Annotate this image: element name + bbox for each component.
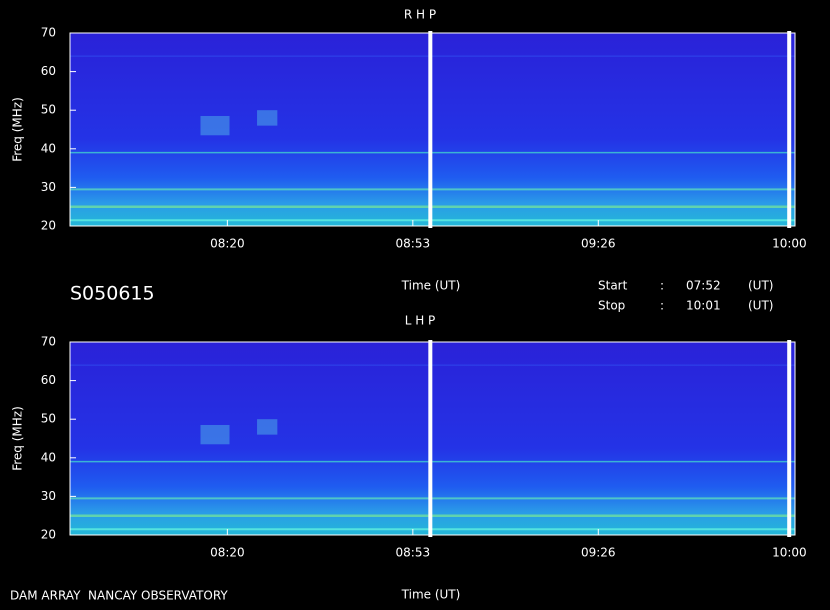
y-tick-label: 50 <box>41 412 56 426</box>
start-label: Start <box>598 279 628 293</box>
y-tick-label: 60 <box>41 373 56 387</box>
x-tick-label: 08:53 <box>396 546 431 560</box>
x-axis-label: Time (UT) <box>401 588 461 602</box>
gap <box>787 31 792 228</box>
y-tick-label: 30 <box>41 489 56 503</box>
frame <box>69 32 796 227</box>
x-tick-label: 09:26 <box>581 237 616 251</box>
burst <box>257 419 278 435</box>
y-tick-label: 40 <box>41 450 56 464</box>
burst <box>257 110 278 126</box>
y-tick-label: 70 <box>41 335 56 349</box>
y-tick-label: 30 <box>41 180 56 194</box>
y-tick-label: 70 <box>41 26 56 40</box>
panel-title: R H P <box>404 8 436 22</box>
burst <box>200 424 230 445</box>
y-tick-label: 60 <box>41 64 56 78</box>
start-sep: : <box>660 279 664 293</box>
x-tick-label: 10:00 <box>772 237 807 251</box>
y-tick-label: 40 <box>41 141 56 155</box>
spectrum <box>70 342 795 535</box>
panel-title: L H P <box>405 314 436 328</box>
gap <box>428 340 433 537</box>
x-axis-label: Time (UT) <box>401 279 461 293</box>
burst <box>200 115 230 136</box>
x-tick-label: 08:20 <box>210 546 245 560</box>
spectrum <box>70 33 795 226</box>
x-tick-label: 08:53 <box>396 237 431 251</box>
stop-time: 10:01 <box>686 299 721 313</box>
x-tick-label: 09:26 <box>581 546 616 560</box>
stop-unit: (UT) <box>748 299 773 313</box>
gap <box>787 340 792 537</box>
stop-sep: : <box>660 299 664 313</box>
y-tick-label: 20 <box>41 219 56 233</box>
stop-label: Stop <box>598 299 625 313</box>
frame <box>69 341 796 536</box>
x-tick-label: 10:00 <box>772 546 807 560</box>
gap <box>428 31 433 228</box>
x-tick-label: 08:20 <box>210 237 245 251</box>
y-axis-label: Freq (MHz) <box>11 406 25 471</box>
start-unit: (UT) <box>748 279 773 293</box>
y-tick-label: 50 <box>41 103 56 117</box>
session-id: S050615 <box>70 283 155 305</box>
footer: DAM ARRAY NANCAY OBSERVATORY <box>10 589 228 603</box>
y-tick-label: 20 <box>41 528 56 542</box>
y-axis-label: Freq (MHz) <box>11 97 25 162</box>
start-time: 07:52 <box>686 279 721 293</box>
